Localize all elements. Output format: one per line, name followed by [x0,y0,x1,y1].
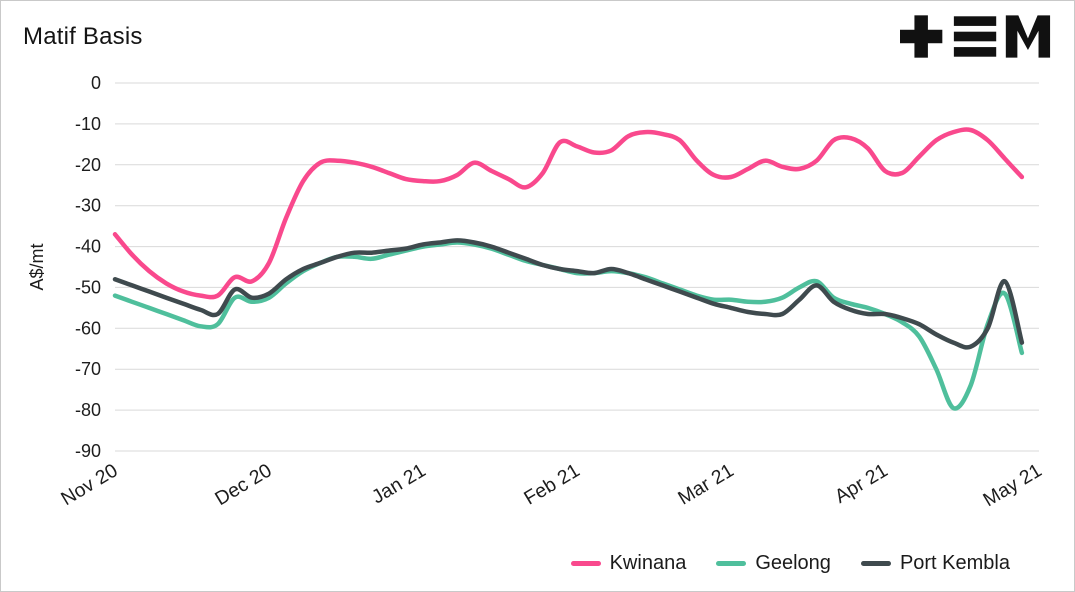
y-tick-label: 0 [91,73,101,93]
y-axis-title: A$/mt [27,243,47,290]
y-tick-label: -60 [75,318,101,338]
x-tick-label: Apr 21 [831,459,892,507]
legend-label-port-kembla: Port Kembla [899,552,1010,574]
legend-item-geelong: Geelong [716,552,831,575]
legend-item-port-kembla: Port Kembla [860,552,1010,575]
tem-logo-icon [900,15,1051,58]
y-tick-label: -50 [75,277,101,297]
y-tick-label: -20 [75,155,101,175]
equals-glyph [953,16,997,57]
chart-legend: Kwinana Geelong Port Kembla [570,552,1010,575]
y-tick-label: -40 [75,237,101,257]
tem-logo [900,15,1052,58]
y-tick-label: -30 [75,196,101,216]
x-tick-label: Feb 21 [520,459,583,509]
x-tick-label: Jan 21 [368,459,430,508]
legend-item-kwinana: Kwinana [570,552,687,575]
series-line-kwinana [112,127,1025,300]
y-tick-label: -80 [75,400,101,420]
series-line-port-kembla [112,238,1025,350]
x-tick-label: Dec 20 [211,459,275,510]
legend-label-kwinana: Kwinana [609,552,687,574]
y-tick-label: -10 [75,114,101,134]
legend-label-geelong: Geelong [755,552,831,574]
x-tick-label: Mar 21 [674,459,737,509]
legend-swatch-port-kembla [860,561,891,566]
x-tick-label: May 21 [979,459,1045,511]
y-axis-labels: 0 -10 -20 -30 -40 -50 -60 -70 -80 -90 [75,73,101,461]
chart-title: Matif Basis [23,23,143,50]
gridlines [115,82,1039,452]
x-axis-labels: Nov 20 Dec 20 Jan 21 Feb 21 Mar 21 Apr 21 May … [57,459,1045,511]
legend-swatch-geelong [716,561,747,566]
x-tick-label: Nov 20 [57,459,121,510]
plus-glyph [900,15,943,58]
m-glyph [1005,15,1051,58]
y-tick-label: -70 [75,359,101,379]
y-tick-label: -90 [75,441,101,461]
series-line-geelong [112,240,1025,411]
legend-swatch-kwinana [570,561,601,566]
